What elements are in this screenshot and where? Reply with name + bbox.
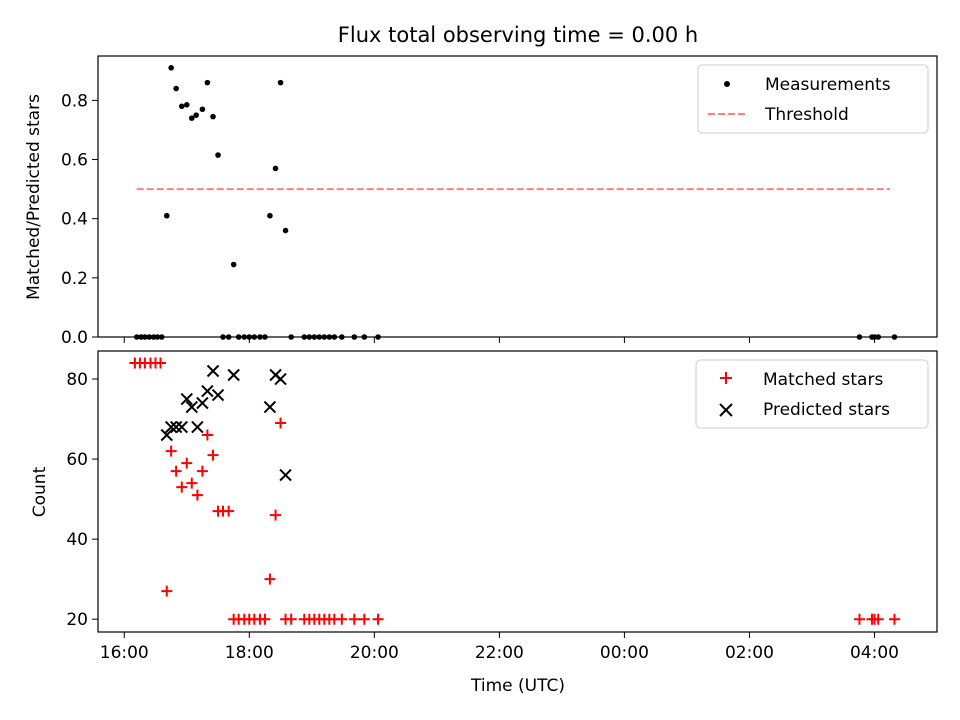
measurements-point: [179, 103, 185, 109]
x-tick-label: 02:00: [725, 643, 774, 663]
bottom-legend: Matched stars Predicted stars: [696, 360, 928, 428]
bottom-y-axis-label: Count: [30, 466, 50, 517]
x-tick-label: 22:00: [475, 643, 524, 663]
y-tick-label: 0.8: [61, 91, 88, 111]
y-tick-label: 60: [66, 450, 88, 470]
y-tick-label: 0.2: [61, 269, 88, 289]
threshold-legend-label: Threshold: [764, 105, 849, 125]
figure: Flux total observing time = 0.00 h 0.0 0.…: [0, 0, 960, 720]
matched-stars-legend-label: Matched stars: [763, 370, 883, 390]
measurements-point: [231, 262, 237, 268]
measurements-point: [168, 65, 174, 71]
predicted-stars-legend-label: Predicted stars: [763, 400, 890, 420]
x-tick-label: 20:00: [350, 643, 399, 663]
y-tick-label: 0.6: [61, 151, 88, 171]
top-y-axis-label: Matched/Predicted stars: [24, 94, 44, 300]
measurements-point: [278, 80, 284, 86]
x-tick-label: 16:00: [100, 643, 149, 663]
measurements-point: [164, 213, 170, 219]
measurements-point: [173, 86, 179, 92]
top-legend: Measurements Threshold: [698, 65, 928, 133]
measurements-point: [205, 80, 211, 86]
x-tick-label: 00:00: [600, 643, 649, 663]
measurements-point: [193, 112, 199, 118]
measurements-point: [283, 228, 289, 234]
measurements-point: [184, 102, 190, 108]
measurements-point: [215, 152, 221, 158]
measurements-legend-marker: [724, 81, 730, 87]
y-tick-label: 20: [66, 610, 88, 630]
y-tick-label: 40: [66, 530, 88, 550]
measurements-point: [267, 213, 273, 219]
measurements-legend-label: Measurements: [765, 75, 891, 95]
y-tick-label: 80: [66, 370, 88, 390]
measurements-point: [210, 114, 216, 120]
measurements-point: [273, 166, 279, 172]
top-chart-title: Flux total observing time = 0.00 h: [338, 23, 698, 47]
x-tick-label: 18:00: [225, 643, 274, 663]
x-tick-label: 04:00: [850, 643, 899, 663]
measurements-point: [200, 106, 206, 112]
y-tick-label: 0.0: [61, 328, 88, 348]
y-tick-label: 0.4: [61, 210, 88, 230]
x-axis-label: Time (UTC): [470, 676, 565, 696]
